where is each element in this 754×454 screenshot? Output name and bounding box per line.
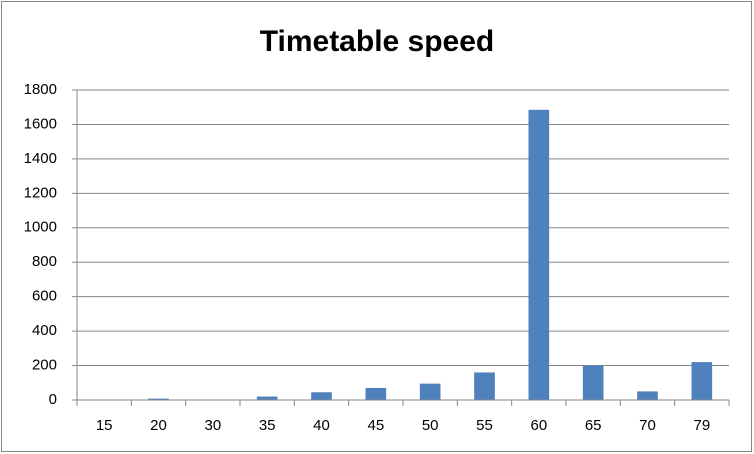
y-tick-label: 1200 bbox=[24, 184, 57, 201]
y-tick-label: 200 bbox=[32, 357, 57, 374]
bar bbox=[582, 365, 604, 400]
bar bbox=[148, 398, 169, 400]
x-tick-label: 65 bbox=[585, 417, 602, 434]
x-tick-label: 15 bbox=[96, 417, 113, 434]
x-tick-label: 20 bbox=[150, 417, 167, 434]
x-tick-label: 45 bbox=[367, 417, 384, 434]
chart-title: Timetable speed bbox=[260, 25, 495, 58]
y-tick-label: 600 bbox=[32, 288, 57, 305]
bar bbox=[311, 392, 332, 400]
y-tick-label: 800 bbox=[32, 253, 57, 270]
y-tick-label: 1000 bbox=[24, 219, 57, 236]
x-tick-label: 60 bbox=[530, 417, 547, 434]
y-tick-label: 1400 bbox=[24, 150, 57, 167]
bar bbox=[419, 383, 441, 400]
x-tick-label: 35 bbox=[259, 417, 276, 434]
bar bbox=[637, 391, 658, 400]
bar bbox=[691, 362, 713, 400]
x-tick-label: 79 bbox=[693, 417, 710, 434]
x-tick-label: 30 bbox=[204, 417, 221, 434]
y-tick-label: 400 bbox=[32, 322, 57, 339]
bar bbox=[365, 387, 387, 400]
y-tick-label: 1800 bbox=[24, 81, 57, 98]
bar bbox=[256, 396, 278, 400]
x-tick-label: 50 bbox=[422, 417, 439, 434]
y-tick-label: 0 bbox=[49, 391, 57, 408]
x-tick-label: 55 bbox=[476, 417, 493, 434]
x-tick-label: 70 bbox=[639, 417, 656, 434]
bar bbox=[474, 372, 495, 400]
x-tick-label: 40 bbox=[313, 417, 330, 434]
y-tick-label: 1600 bbox=[24, 115, 57, 132]
bar bbox=[528, 109, 550, 401]
